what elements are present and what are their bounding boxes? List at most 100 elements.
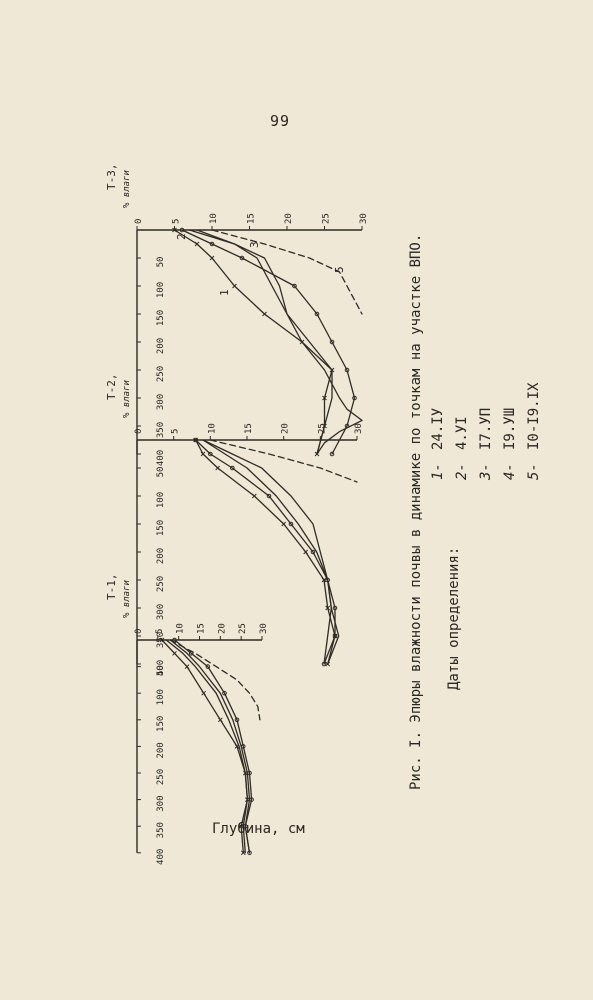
depth-tick-label: 350: [156, 632, 166, 648]
chart-title: Т-2,: [105, 374, 118, 401]
series-point-4: [325, 605, 331, 611]
series-number-label: 1: [218, 289, 231, 296]
date-item: 2- 4.УI: [454, 416, 470, 480]
figure-caption: Рис. I. Эпюры влажности почвы в динамике…: [408, 234, 424, 790]
date-num: 4-: [502, 463, 518, 480]
series-point-3: [329, 339, 335, 345]
series-point-4: [234, 744, 240, 749]
dates-title: Даты определения:: [446, 547, 462, 690]
series-point-4: [200, 451, 206, 457]
series-point-3: [292, 283, 297, 289]
series-point-4: [172, 650, 177, 656]
chart-panel: 0 5 10 15 20 25 3050100150200250300350400Т-3,%…: [105, 164, 369, 467]
date-item: 1- 24.IУ: [430, 408, 446, 480]
date-num: 1-: [430, 463, 446, 480]
series-point-4: [184, 664, 190, 669]
chart-title: Т-1,: [105, 574, 118, 601]
date-value: I7.УП: [478, 408, 494, 450]
series-line-2: [169, 639, 261, 721]
date-item: 5- I0-I9.IX: [526, 382, 542, 480]
date-num: 3-: [478, 463, 494, 481]
series-line-5: [169, 639, 251, 854]
moisture-tick-label: 15: [244, 423, 254, 434]
moisture-tick-label: 30: [354, 423, 364, 434]
date-value: I9.УШ: [502, 408, 518, 450]
charts: 0 5 10 15 20 25 3050100150200250300350400Т-1,%…: [105, 164, 369, 865]
depth-tick-label: 350: [156, 822, 166, 838]
depth-tick-label: 250: [156, 576, 166, 592]
depth-tick-label: 200: [156, 548, 166, 564]
moisture-tick-label: 20: [217, 623, 227, 634]
series-line-4: [195, 439, 336, 665]
series-point-4: [281, 521, 287, 527]
moisture-tick-label: 25: [317, 423, 327, 434]
date-value: 24.IУ: [430, 408, 446, 450]
chart-title: Т-3,: [105, 164, 118, 191]
chart-panel: 0 5 10 15 20 25 30 50 100 150 200 250 300 350 400 Т-1,%…: [105, 574, 269, 865]
date-value: I0-I9.IX: [526, 382, 542, 450]
depth-tick-label: 100: [156, 689, 166, 705]
depth-tick-label: 300: [156, 795, 166, 811]
depth-tick-label: 400: [156, 849, 166, 865]
series-point-3: [310, 549, 316, 555]
series-point-4: [321, 577, 327, 583]
series-point-3: [352, 395, 357, 401]
moisture-tick-label: 5: [172, 219, 182, 224]
moisture-tick-label: 10: [207, 423, 217, 434]
depth-tick-label: 200: [156, 338, 166, 354]
depth-tick-label: 150: [156, 520, 166, 536]
series-point-3: [344, 367, 350, 373]
depth-tick-label: 400: [156, 450, 166, 466]
series-point-3: [172, 637, 177, 643]
series-line-3: [195, 439, 336, 665]
depth-tick-label: 350: [156, 422, 166, 438]
series-line-4: [173, 229, 333, 455]
series-point-4: [262, 311, 267, 317]
series-line-5: [196, 229, 333, 455]
moisture-tick-label: 15: [247, 213, 257, 224]
series-point-4: [172, 227, 177, 233]
series-line-2: [209, 439, 358, 483]
depth-tick-label: 100: [156, 492, 166, 508]
moisture-tick-label: 5: [155, 629, 165, 634]
moisture-tick-label: 30: [359, 213, 369, 224]
moisture-tick-label: 0: [134, 629, 144, 634]
series-point-4: [303, 549, 309, 555]
moisture-tick-label: 10: [176, 623, 186, 634]
date-num: 2-: [454, 463, 470, 480]
series-point-3: [332, 605, 338, 611]
depth-tick-label: 50: [156, 257, 166, 268]
series-point-3: [288, 521, 294, 527]
series-point-4: [215, 465, 221, 471]
caption-block: Рис. I. Эпюры влажности почвы в динамике…: [408, 234, 542, 790]
depth-tick-label: 150: [156, 716, 166, 732]
series-point-4: [201, 690, 207, 696]
series-point-4: [193, 437, 199, 443]
moisture-tick-label: 15: [197, 623, 207, 634]
series-number-label: 3: [248, 241, 261, 248]
series-point-4: [322, 395, 327, 401]
series-point-4: [325, 661, 331, 667]
series-line-4: [161, 639, 249, 854]
moisture-tick-label: 10: [209, 213, 219, 224]
series-point-4: [217, 717, 223, 723]
series-point-3: [266, 493, 272, 499]
moisture-tick-label: 25: [238, 623, 248, 634]
date-value: 4.УI: [454, 416, 470, 450]
series-number-label: 5: [333, 266, 346, 273]
series-point-3: [239, 255, 245, 261]
series-line-1: [188, 229, 363, 455]
depth-axis-label: Глубина, см: [212, 821, 305, 837]
series-point-3: [314, 311, 320, 317]
series-point-3: [234, 717, 240, 723]
series-point-4: [232, 283, 237, 289]
depth-tick-label: 50: [156, 665, 166, 676]
depth-tick-label: 50: [156, 467, 166, 478]
series-number-label: 2: [175, 233, 188, 240]
chart-ylabel: % влаги: [122, 379, 132, 418]
chart-panel: 0 5 10 15 20 25 3050100150200250300350400Т-2,%…: [105, 374, 364, 677]
depth-tick-label: 250: [156, 769, 166, 785]
depth-tick-label: 400: [156, 660, 166, 676]
series-line-3: [181, 229, 356, 455]
series-point-3: [208, 451, 213, 457]
